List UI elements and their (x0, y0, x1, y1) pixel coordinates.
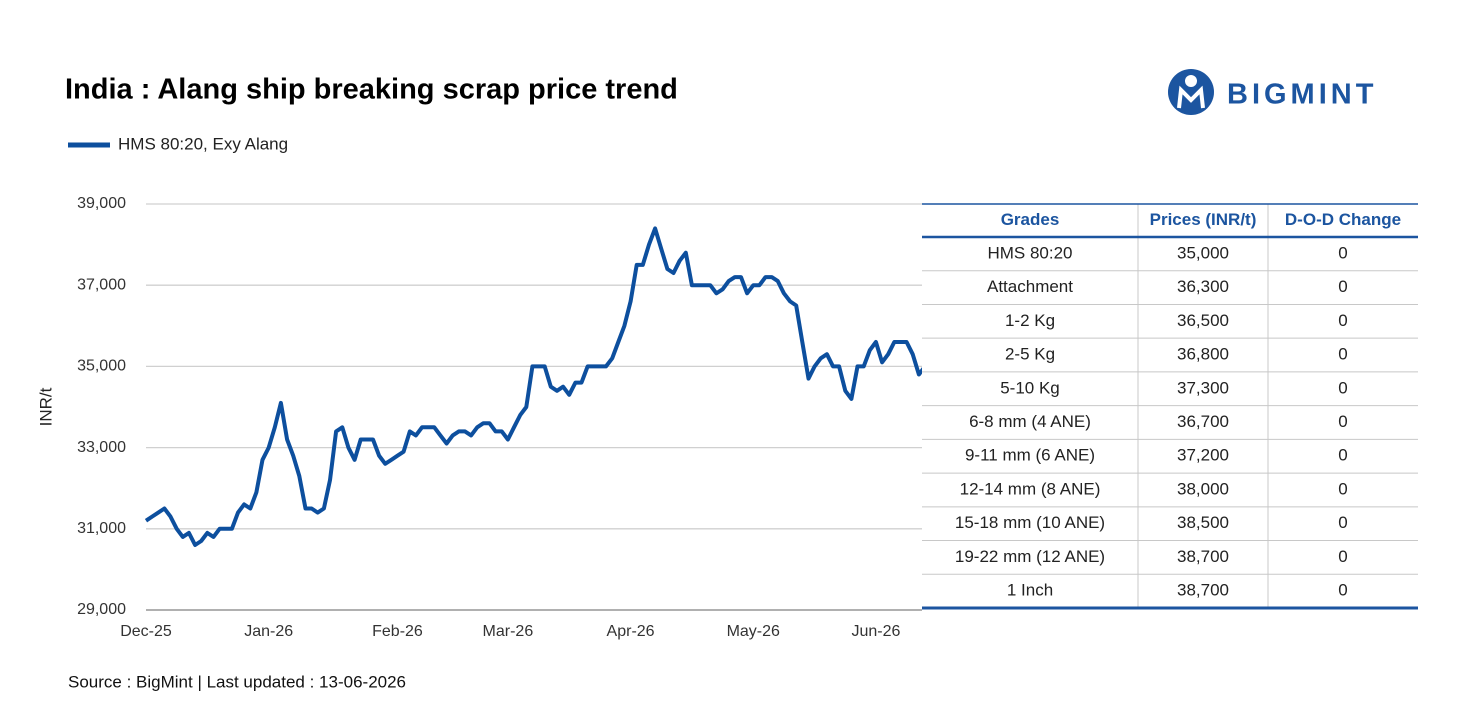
table-cell: 0 (1338, 311, 1347, 330)
table-cell: 0 (1338, 345, 1347, 364)
table-cell: Attachment (987, 277, 1073, 296)
x-tick-label: Dec-25 (120, 623, 172, 640)
table-cell: 38,000 (1177, 479, 1229, 498)
x-tick-label: Feb-26 (372, 623, 423, 640)
x-tick-label: Jan-26 (244, 623, 293, 640)
table-cell: 0 (1338, 547, 1347, 566)
table-cell: 5-10 Kg (1000, 378, 1060, 397)
series-line (144, 226, 927, 547)
table-header: Grades (1001, 210, 1060, 229)
table-cell: 12-14 mm (8 ANE) (960, 479, 1101, 498)
x-tick-label: Apr-26 (607, 623, 655, 640)
table-cell: 36,300 (1177, 277, 1229, 296)
table-header: Prices (INR/t) (1150, 210, 1257, 229)
table-cell: 1-2 Kg (1005, 311, 1055, 330)
table-cell: 37,300 (1177, 378, 1229, 397)
table-cell: 38,500 (1177, 513, 1229, 532)
table-cell: 36,800 (1177, 345, 1229, 364)
chart-title: India : Alang ship breaking scrap price … (65, 74, 678, 106)
table-cell: 6-8 mm (4 ANE) (969, 412, 1091, 431)
table-cell: 0 (1338, 243, 1347, 262)
x-tick-label: May-26 (727, 623, 780, 640)
table-header: D-O-D Change (1285, 210, 1401, 229)
y-tick-label: 39,000 (77, 195, 126, 212)
table-cell: 0 (1338, 412, 1347, 431)
table-cell: 37,200 (1177, 446, 1229, 465)
source-note: Source : BigMint | Last updated : 13-06-… (68, 672, 406, 691)
table-cell: 35,000 (1177, 243, 1229, 262)
y-tick-label: 35,000 (77, 358, 126, 375)
logo-text: BIGMINT (1227, 79, 1377, 111)
table-cell: 38,700 (1177, 581, 1229, 600)
table-cell: 0 (1338, 446, 1347, 465)
x-tick-label: Mar-26 (483, 623, 534, 640)
y-tick-label: 37,000 (77, 276, 126, 293)
table-cell: 19-22 mm (12 ANE) (955, 547, 1105, 566)
table-cell: 38,700 (1177, 547, 1229, 566)
logo-icon-figure (1177, 85, 1205, 109)
y-tick-label: 31,000 (77, 520, 126, 537)
table-cell: 0 (1338, 479, 1347, 498)
table-cell: 1 Inch (1007, 581, 1053, 600)
table-cell: HMS 80:20 (987, 243, 1072, 262)
table-cell: 36,500 (1177, 311, 1229, 330)
logo: BIGMINT (1168, 69, 1377, 115)
table-cell: 0 (1338, 277, 1347, 296)
legend-label: HMS 80:20, Exy Alang (118, 134, 288, 153)
table-cell: 0 (1338, 513, 1347, 532)
price-table: HMS 80:20 35,000 0 Attachment 36,300 0 1-2 Kg 3… (922, 203, 1418, 610)
table-cell: 15-18 mm (10 ANE) (955, 513, 1105, 532)
table-cell: 0 (1338, 378, 1347, 397)
table-cell: 9-11 mm (6 ANE) (965, 446, 1095, 465)
y-tick-label: 33,000 (77, 439, 126, 456)
logo-icon-head (1185, 75, 1197, 87)
table-cell: 0 (1338, 581, 1347, 600)
table-cell: 2-5 Kg (1005, 345, 1055, 364)
y-axis-label: INR/t (36, 387, 55, 426)
table-cell: 36,700 (1177, 412, 1229, 431)
x-tick-label: Jun-26 (851, 623, 900, 640)
y-tick-label: 29,000 (77, 601, 126, 618)
